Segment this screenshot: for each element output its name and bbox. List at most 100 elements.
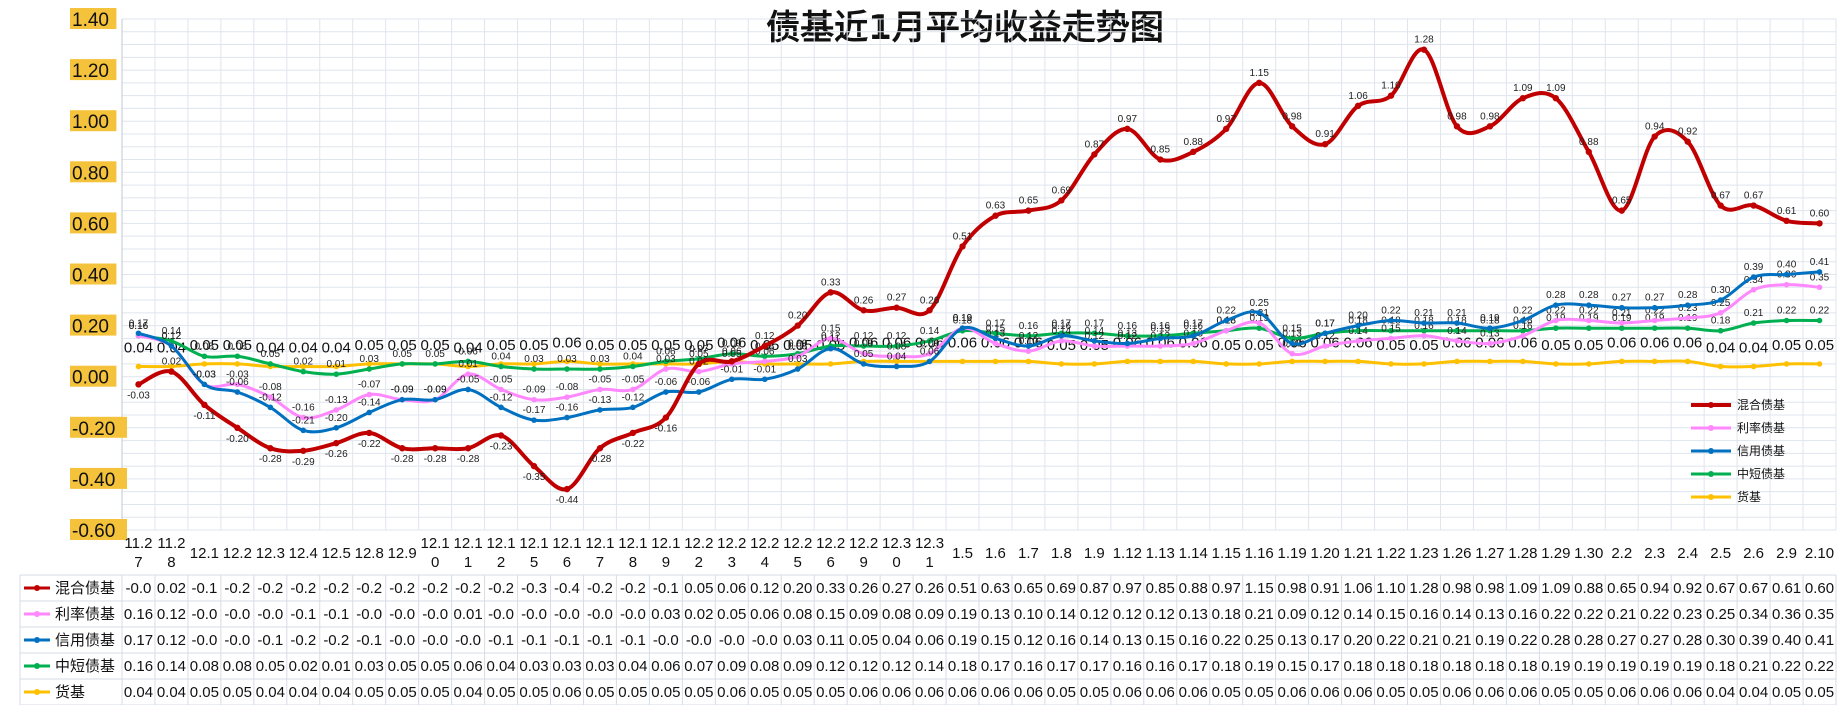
table-cell: 0.12 — [1080, 606, 1109, 623]
table-cell: 0.13 — [1179, 606, 1208, 623]
table-cell: 1.10 — [1376, 580, 1405, 597]
table-cell: 0.28 — [1541, 632, 1570, 649]
table-cell: 0.05 — [1772, 684, 1801, 701]
chart-grid — [121, 18, 1837, 531]
table-cell: 0.97 — [1113, 580, 1142, 597]
table-cell: 0.09 — [915, 606, 944, 623]
data-label: 0.06 — [1014, 334, 1043, 351]
data-label: 0.05 — [1541, 337, 1570, 354]
data-point — [333, 363, 340, 370]
table-cell: 0.17 — [1047, 658, 1076, 675]
table-cell: 0.21 — [1245, 606, 1274, 623]
data-label: 0.26 — [854, 295, 874, 306]
data-point — [1816, 284, 1823, 291]
data-point — [1750, 274, 1757, 280]
x-tick-label: 12.3 — [256, 545, 285, 562]
data-point — [860, 307, 867, 314]
table-cell: 0.35 — [1805, 606, 1834, 623]
table-cell: 0.22 — [1640, 606, 1669, 623]
table-cell: 0.17 — [1310, 632, 1339, 649]
data-label: 0.21 — [1612, 308, 1632, 319]
table-cell: -0.1 — [191, 580, 217, 597]
data-point — [1288, 123, 1296, 130]
table-cell: 0.06 — [1607, 684, 1636, 701]
data-point — [1058, 338, 1065, 344]
data-label: -0.16 — [556, 403, 579, 414]
table-cell: 0.23 — [1673, 606, 1702, 623]
data-point — [1585, 361, 1592, 367]
data-label: 0.04 — [1739, 339, 1768, 356]
y-tick-label: -0.40 — [72, 470, 115, 491]
data-point — [333, 371, 340, 377]
data-label: 0.03 — [524, 354, 544, 365]
table-cell: -0.1 — [488, 632, 514, 649]
data-point — [234, 361, 241, 367]
data-label: -0.06 — [226, 377, 249, 388]
data-label: 0.12 — [1118, 331, 1138, 342]
table-cell: 0.05 — [1047, 684, 1076, 701]
data-point — [1025, 343, 1032, 349]
data-label: 1.09 — [1513, 83, 1533, 94]
data-point — [696, 356, 702, 362]
table-cell: 0.05 — [684, 684, 713, 701]
data-label: -0.01 — [753, 364, 776, 375]
x-tick-label: 12.3 — [915, 535, 944, 552]
table-cell: 0.91 — [1310, 580, 1339, 597]
x-tick-label: 9 — [859, 554, 867, 571]
data-label: 0.03 — [557, 354, 577, 365]
data-point — [1420, 46, 1428, 53]
table-cell: 0.30 — [1706, 632, 1735, 649]
table-cell: 0.02 — [289, 658, 318, 675]
data-point — [827, 361, 834, 367]
data-label: -0.21 — [292, 415, 315, 426]
data-label: 0.06 — [722, 346, 742, 357]
data-label: 0.22 — [1513, 305, 1533, 316]
data-label: 0.03 — [656, 354, 676, 365]
data-point — [761, 353, 768, 360]
data-label: 0.05 — [1376, 337, 1405, 354]
table-cell: 0.05 — [1805, 684, 1834, 701]
data-point — [1157, 358, 1164, 365]
data-point — [992, 358, 999, 365]
data-point — [1355, 358, 1361, 365]
table-cell: -0.0 — [686, 632, 712, 649]
legend-label: 中短债基 — [1737, 466, 1785, 481]
x-tick-label: 12.1 — [453, 535, 482, 552]
table-cell: 0.33 — [816, 580, 845, 597]
data-point — [1058, 333, 1065, 339]
data-label: 0.16 — [1184, 321, 1204, 332]
table-cell: -0.0 — [422, 606, 448, 623]
table-cell: -0.2 — [224, 580, 250, 597]
table-legend-marker — [34, 637, 40, 643]
y-tick-highlight — [70, 59, 117, 81]
data-label: -0.08 — [556, 382, 579, 393]
data-point — [1355, 327, 1361, 334]
y-tick-highlight — [70, 110, 117, 132]
table-cell: 0.05 — [355, 684, 384, 701]
table-cell: 0.05 — [1409, 684, 1438, 701]
data-label: 0.18 — [1480, 316, 1500, 327]
table-cell: -0.2 — [323, 632, 349, 649]
data-label: 0.21 — [1744, 308, 1764, 319]
series-0: -0.030.02-0.11-0.20-0.28 -0.29-0.26-0.22-… — [127, 35, 1830, 506]
data-point — [300, 414, 307, 421]
table-cell: 0.15 — [1278, 658, 1307, 675]
data-point — [1255, 79, 1263, 87]
data-point — [1783, 281, 1790, 288]
data-label: 0.17 — [1052, 318, 1072, 329]
data-point — [333, 439, 340, 447]
data-point — [1223, 327, 1230, 334]
data-label: -0.26 — [325, 449, 348, 460]
data-label: 0.06 — [458, 346, 478, 357]
table-cell: 0.14 — [1080, 632, 1109, 649]
table-cell: 0.13 — [1278, 632, 1307, 649]
data-point — [728, 376, 735, 383]
data-point — [1157, 343, 1164, 349]
y-tick-highlight — [70, 161, 117, 183]
data-point — [1354, 102, 1362, 110]
data-point — [1388, 317, 1394, 324]
data-point — [1388, 335, 1394, 342]
data-label: -0.03 — [193, 369, 216, 380]
table-cell: 0.34 — [1739, 606, 1768, 623]
table-cell: -0.2 — [455, 580, 481, 597]
